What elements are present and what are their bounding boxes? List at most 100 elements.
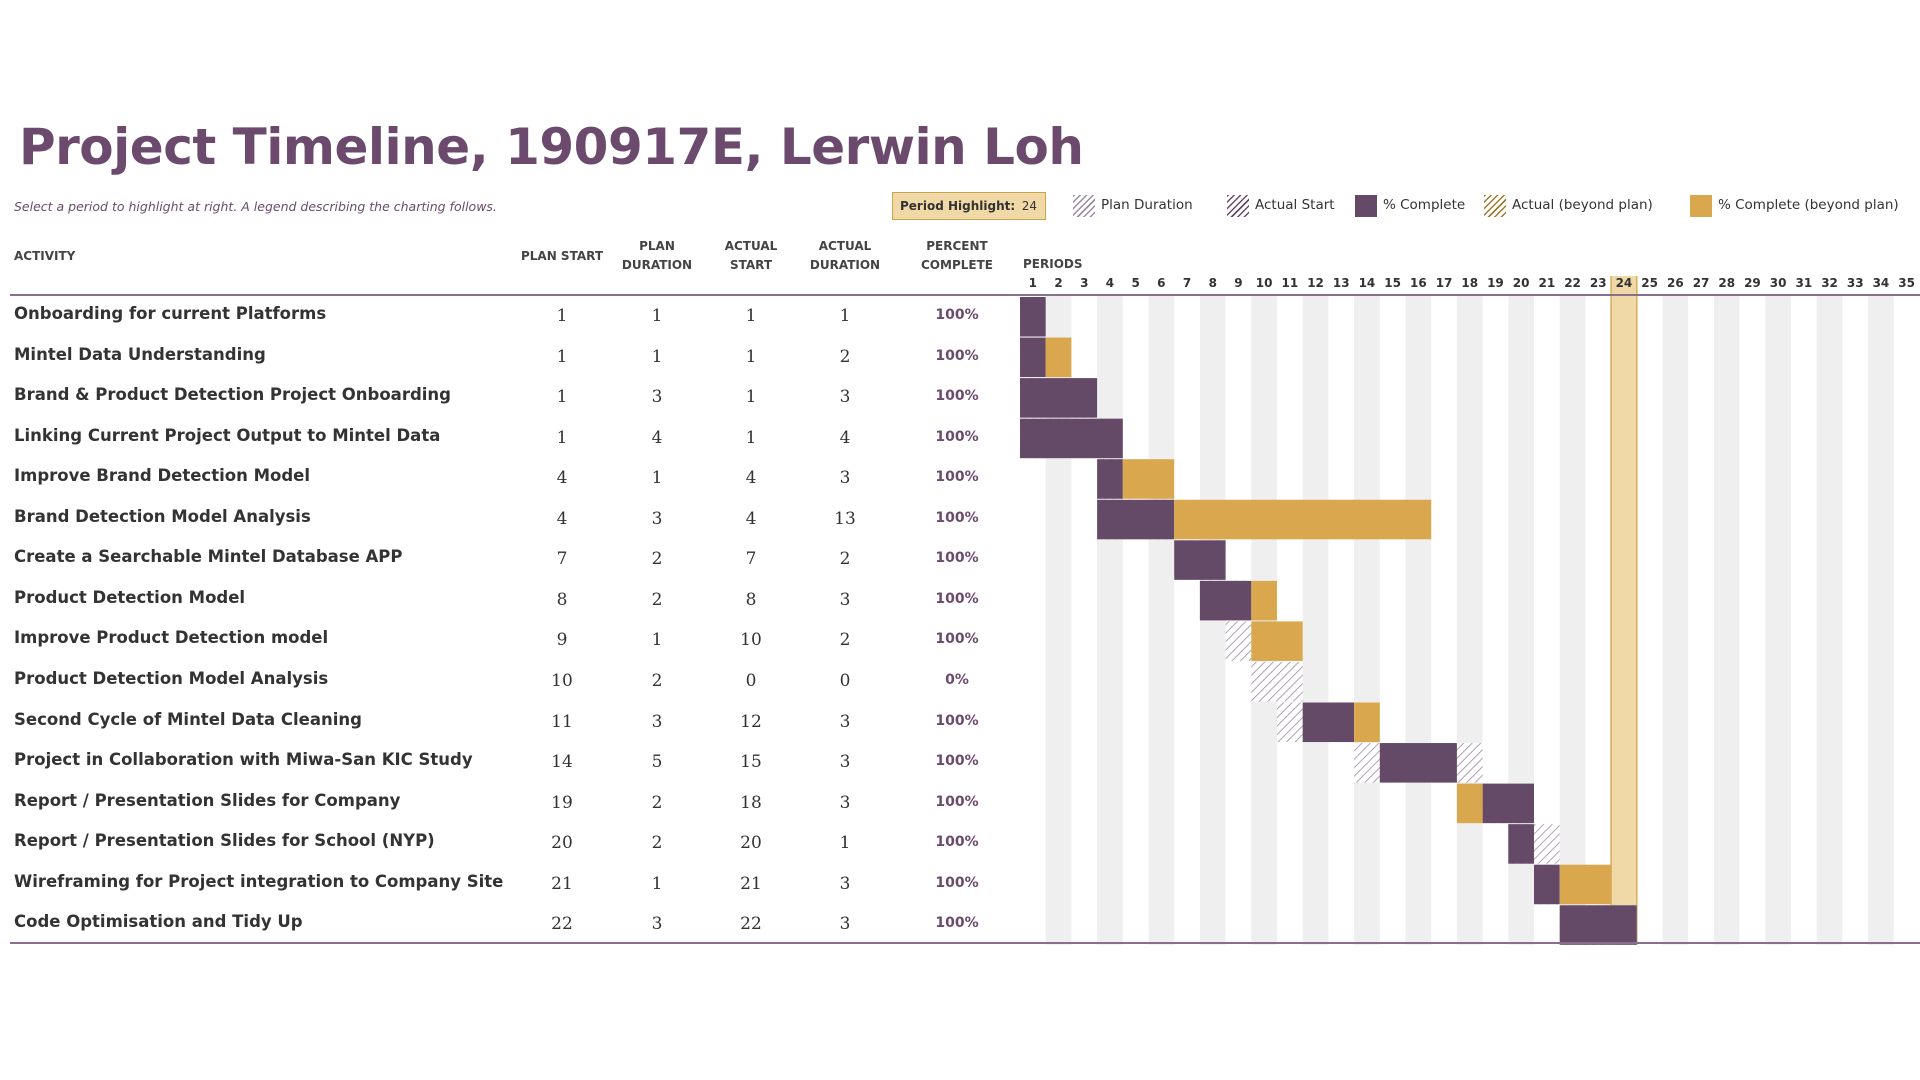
actual-duration-value: 3: [839, 752, 851, 773]
col-actual-duration: ACTUAL DURATION: [800, 237, 890, 275]
actual-bar-2: [1020, 337, 1046, 378]
period-highlight-value[interactable]: 24: [1021, 199, 1037, 213]
actual-bar-1: [1020, 297, 1046, 337]
plan-duration-value: 3: [651, 387, 663, 408]
legend-label: Actual (beyond plan): [1512, 197, 1653, 213]
plan-duration-value: 5: [651, 752, 663, 773]
period-number: 31: [1795, 276, 1813, 290]
period-number: 12: [1307, 276, 1324, 290]
activity-name: Code Optimisation and Tidy Up: [14, 912, 303, 932]
plan-duration-value: 2: [651, 549, 663, 570]
col-actual-start: ACTUAL START: [706, 237, 796, 275]
actual-start-value: 1: [745, 387, 757, 408]
actual-beyond-after-8: [1251, 580, 1277, 621]
actual-beyond-after-9: [1251, 621, 1303, 661]
plan-duration-value: 1: [651, 630, 663, 651]
activity-name: Create a Searchable Mintel Database APP: [14, 547, 403, 567]
activity-name: Improve Brand Detection Model: [14, 466, 310, 486]
plan-duration-value: 1: [651, 346, 663, 367]
actual-start-value: 12: [740, 711, 762, 732]
period-column-14: [1354, 296, 1380, 945]
plan-start-value: 14: [551, 752, 573, 773]
actual-beyond-swatch-icon: [1484, 195, 1506, 217]
col-plan-duration-l2: DURATION: [621, 258, 693, 272]
period-number: 2: [1054, 276, 1063, 290]
col-percent-l2: COMPLETE: [921, 258, 993, 272]
period-column-12: [1302, 296, 1329, 945]
activity-name: Second Cycle of Mintel Data Cleaning: [14, 709, 362, 729]
actual-duration-value: 3: [839, 589, 851, 610]
activity-name: Brand Detection Model Analysis: [14, 506, 311, 526]
period-column-8: [1199, 296, 1226, 945]
period-number: 8: [1208, 276, 1217, 290]
period-number: 22: [1564, 276, 1581, 290]
activity-name: Brand & Product Detection Project Onboar…: [14, 385, 451, 405]
activity-name: Product Detection Model Analysis: [14, 668, 329, 688]
col-actual-duration-l2: DURATION: [809, 258, 881, 272]
col-percent-l1: PERCENT: [926, 239, 988, 253]
complete-beyond-swatch-icon: [1690, 195, 1712, 217]
period-number: 15: [1384, 276, 1401, 290]
activity-name: Mintel Data Understanding: [14, 344, 266, 364]
actual-bar-14: [1508, 824, 1534, 864]
period-highlight-label: Period Highlight:: [900, 199, 1016, 213]
col-plan-duration: PLAN DURATION: [612, 237, 702, 275]
activity-name: Improve Product Detection model: [14, 628, 329, 648]
actual-beyond-after-6: [1174, 499, 1432, 540]
col-actual-start-l1: ACTUAL: [724, 239, 778, 253]
actual-beyond-after-15: [1559, 864, 1612, 905]
actual-beyond-before-13: [1456, 783, 1483, 824]
period-number: 29: [1744, 276, 1761, 290]
period-number: 16: [1409, 276, 1427, 290]
col-periods: PERIODS: [1023, 257, 1083, 271]
actual-start-swatch-icon: [1227, 195, 1249, 217]
plan-bar-10: [1251, 661, 1303, 702]
plan-duration-swatch-icon: [1073, 195, 1095, 217]
period-number: 20: [1512, 276, 1530, 290]
col-plan-duration-l1: PLAN: [639, 239, 675, 253]
page-title: Project Timeline, 190917E, Lerwin Loh: [19, 118, 1084, 176]
actual-bar-8: [1199, 580, 1252, 621]
actual-start-value: 0: [745, 670, 757, 691]
plan-start-value: 20: [551, 833, 573, 854]
period-highlight-input[interactable]: Period Highlight: 24: [892, 192, 1046, 220]
period-number: 34: [1872, 276, 1890, 290]
period-number: 32: [1821, 276, 1838, 290]
period-column-32: [1816, 296, 1843, 945]
plan-duration-value: 3: [651, 711, 663, 732]
period-number: 10: [1255, 276, 1273, 290]
actual-start-value: 1: [745, 427, 757, 448]
actual-bar-16: [1559, 905, 1637, 945]
actual-bar-3: [1020, 378, 1098, 418]
period-column-34: [1868, 296, 1894, 945]
plan-duration-value: 2: [651, 670, 663, 691]
plan-start-value: 4: [556, 468, 568, 489]
actual-beyond-after-5: [1122, 459, 1175, 499]
actual-duration-value: 0: [839, 670, 851, 691]
plan-duration-value: 2: [651, 833, 663, 854]
period-column-26: [1662, 296, 1689, 945]
activity-name: Report / Presentation Slides for Company: [14, 790, 401, 810]
percent-value: 100%: [935, 469, 979, 486]
legend-label: % Complete: [1383, 197, 1466, 213]
percent-value: 100%: [935, 307, 979, 323]
actual-start-value: 4: [745, 508, 757, 529]
actual-bar-6: [1097, 499, 1175, 540]
percent-value: 100%: [935, 590, 979, 607]
actual-bar-4: [1020, 418, 1123, 459]
percent-value: 100%: [935, 834, 979, 851]
period-number: 25: [1641, 276, 1658, 290]
activity-name: Product Detection Model: [14, 587, 246, 607]
actual-start-value: 10: [740, 630, 762, 651]
plan-duration-value: 1: [651, 306, 663, 326]
actual-duration-value: 3: [839, 914, 851, 935]
actual-start-value: 21: [740, 873, 762, 894]
legend-label: Plan Duration: [1101, 197, 1193, 213]
period-column-10: [1251, 296, 1277, 945]
actual-bar-12: [1379, 743, 1457, 783]
percent-value: 100%: [935, 793, 979, 810]
col-percent-complete: PERCENT COMPLETE: [912, 237, 1002, 275]
period-number: 26: [1666, 276, 1684, 290]
plan-duration-value: 3: [651, 508, 663, 529]
col-actual-start-l2: START: [729, 258, 773, 272]
